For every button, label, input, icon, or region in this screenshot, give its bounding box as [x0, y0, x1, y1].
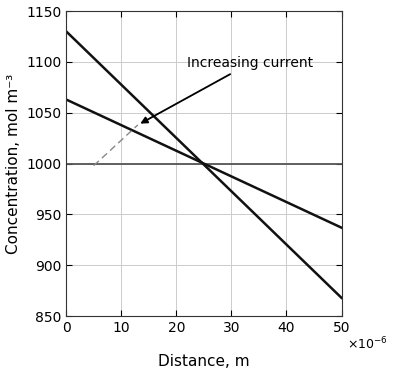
X-axis label: Distance, m: Distance, m: [158, 354, 250, 369]
Text: Increasing current: Increasing current: [142, 56, 314, 123]
Text: $\times10^{-6}$: $\times10^{-6}$: [347, 336, 388, 352]
Y-axis label: Concentration, mol m⁻³: Concentration, mol m⁻³: [6, 74, 20, 254]
